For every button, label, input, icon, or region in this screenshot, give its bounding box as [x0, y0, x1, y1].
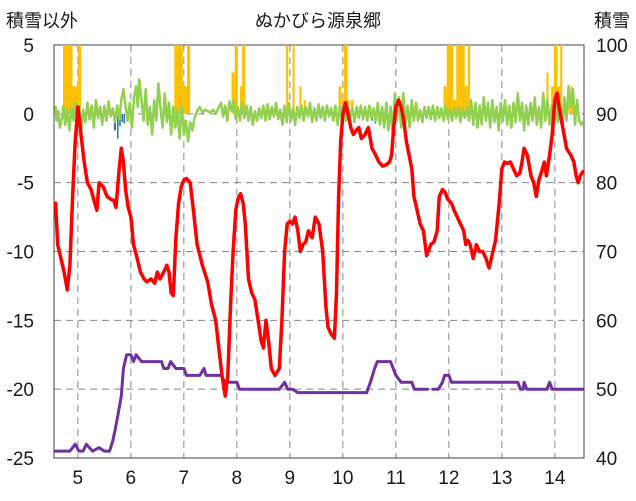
temperature-line: [53, 91, 585, 398]
precip-bar: [123, 113, 126, 124]
plot-border: [53, 44, 585, 459]
snowfall-bar: [234, 45, 238, 114]
snowfall-bar: [77, 45, 82, 114]
x-tick-label: 12: [438, 468, 459, 489]
x-tick-label: 14: [544, 468, 566, 489]
snowfall-bar: [343, 45, 348, 114]
right-axis-label: 積雪: [594, 11, 630, 32]
precip-bar: [117, 113, 119, 139]
snowfall-bar: [560, 45, 563, 114]
left-axis-label: 積雪以外: [6, 11, 78, 32]
right-tick-label: 100: [596, 36, 628, 57]
right-tick-label: 70: [596, 243, 617, 264]
right-tick-label: 80: [596, 174, 617, 195]
snowfall-bar: [292, 45, 295, 114]
x-tick-label: 10: [332, 468, 353, 489]
snowfall-bar: [467, 45, 471, 114]
snowfall-bar: [546, 72, 549, 114]
snowfall-bar: [446, 45, 454, 114]
snowfall-bar: [443, 86, 447, 114]
snowfall-bar: [286, 45, 289, 114]
x-tick-label: 6: [126, 468, 137, 489]
right-tick-label: 90: [596, 105, 617, 126]
snowfall-bar: [242, 45, 246, 114]
snowfall-bar: [464, 86, 468, 114]
left-tick-label: -20: [7, 380, 34, 401]
snowfall-bar: [456, 45, 465, 114]
right-tick-label: 40: [596, 449, 617, 470]
snow_depth-line: [54, 353, 585, 453]
snowfall-bar: [553, 45, 558, 114]
snowfall-bar: [338, 86, 342, 114]
snowfall-bar: [182, 86, 188, 114]
left-tick-label: 5: [23, 36, 34, 57]
snowfall-bar: [240, 86, 243, 114]
snowfall-bar: [187, 45, 191, 114]
left-tick-label: -15: [7, 311, 34, 332]
line-series: [53, 78, 585, 453]
snowfall-bar: [299, 86, 302, 114]
wind-line: [54, 78, 585, 143]
precip-bar: [121, 113, 123, 123]
right-tick-label: 60: [596, 311, 617, 332]
snowfall-bar: [350, 100, 354, 114]
x-tick-label: 13: [491, 468, 512, 489]
x-tick-label: 7: [179, 468, 190, 489]
snowfall-bar: [231, 72, 235, 114]
snowfall-bar: [453, 100, 457, 114]
x-tick-label: 8: [232, 468, 243, 489]
left-tick-label: 0: [23, 105, 34, 126]
left-tick-label: -25: [7, 449, 34, 470]
snowfall-bar: [72, 86, 78, 114]
left-tick-label: -10: [7, 243, 34, 264]
snowfall-bar: [551, 86, 554, 114]
x-tick-label: 5: [73, 468, 84, 489]
snowfall-bar: [63, 45, 73, 114]
left-tick-label: -5: [17, 174, 34, 195]
x-tick-label: 9: [285, 468, 296, 489]
right-tick-label: 50: [596, 380, 617, 401]
x-tick-label: 11: [386, 468, 406, 489]
chart-title: ぬかびら源泉郷: [255, 11, 381, 32]
snowfall-bar: [174, 45, 183, 114]
